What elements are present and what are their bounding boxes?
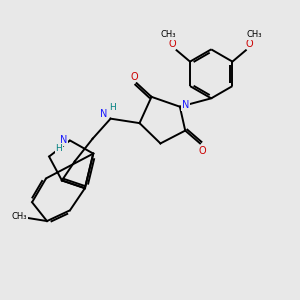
Text: O: O <box>199 146 206 156</box>
Text: O: O <box>246 39 253 49</box>
Text: N: N <box>100 110 108 119</box>
Text: O: O <box>169 39 176 49</box>
Text: N: N <box>60 135 67 145</box>
Text: O: O <box>130 71 138 82</box>
Text: CH₃: CH₃ <box>247 30 262 39</box>
Text: CH₃: CH₃ <box>160 30 176 39</box>
Text: CH₃: CH₃ <box>12 212 27 221</box>
Text: N: N <box>182 100 189 110</box>
Text: H: H <box>109 103 116 112</box>
Text: H: H <box>55 144 62 153</box>
